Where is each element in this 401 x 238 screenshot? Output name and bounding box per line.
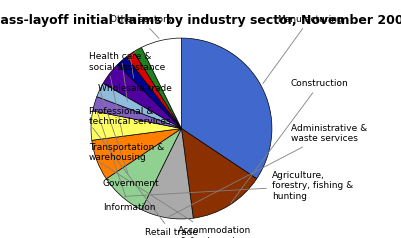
Wedge shape: [97, 83, 182, 129]
Text: Accommodation
& food services: Accommodation & food services: [99, 162, 251, 238]
Text: Administrative &
waste services: Administrative & waste services: [169, 124, 367, 217]
Text: Government: Government: [101, 93, 160, 188]
Wedge shape: [91, 111, 182, 140]
Wedge shape: [182, 38, 272, 179]
Wedge shape: [126, 52, 182, 129]
Text: Professional &
technical services: Professional & technical services: [89, 63, 170, 126]
Wedge shape: [93, 97, 182, 129]
Text: Manufacturing: Manufacturing: [263, 15, 342, 84]
Wedge shape: [117, 57, 182, 129]
Text: Construction: Construction: [231, 79, 349, 203]
Text: Retail trade: Retail trade: [93, 128, 198, 238]
Text: Transportation &
warehousing: Transportation & warehousing: [89, 76, 164, 162]
Text: Wholesale trade: Wholesale trade: [98, 57, 172, 93]
Wedge shape: [134, 47, 182, 129]
Text: Other sectors: Other sectors: [110, 15, 172, 38]
Wedge shape: [92, 129, 182, 179]
Wedge shape: [142, 129, 193, 219]
Text: Information: Information: [95, 106, 156, 212]
Wedge shape: [103, 64, 182, 129]
Text: Mass-layoff initial claims by industry sector, November 2003: Mass-layoff initial claims by industry s…: [0, 14, 401, 27]
Wedge shape: [182, 129, 257, 218]
Wedge shape: [106, 129, 182, 210]
Wedge shape: [142, 38, 182, 129]
Text: Agriculture,
forestry, fishing &
hunting: Agriculture, forestry, fishing & hunting: [125, 171, 353, 201]
Text: Health care &
social assistance: Health care & social assistance: [89, 52, 165, 72]
